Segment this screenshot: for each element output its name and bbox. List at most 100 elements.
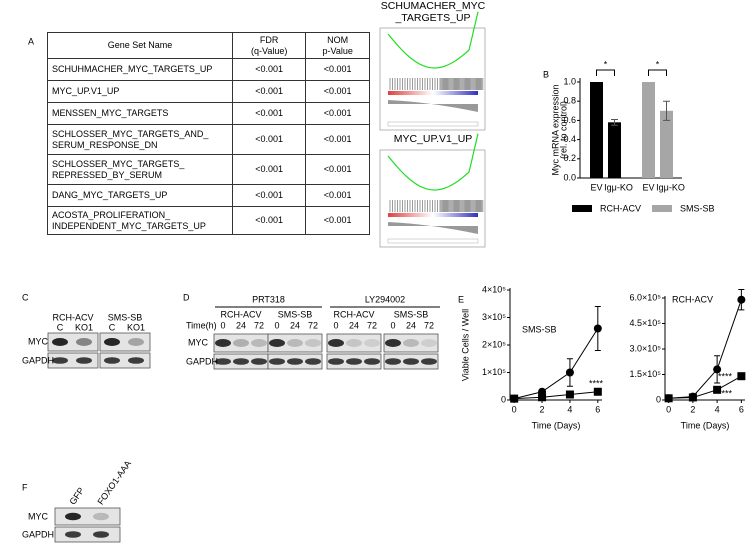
table-cell: DANG_MYC_TARGETS_UP [47, 184, 233, 207]
point [737, 372, 746, 381]
point [688, 393, 697, 402]
point [664, 394, 673, 403]
band [76, 357, 92, 364]
table-row: SCHLOSSER_MYC_TARGETS_AND_ SERUM_RESPONS… [47, 124, 370, 155]
band [65, 512, 81, 521]
gsea-title: MYC_UP.V1_UP [393, 133, 473, 145]
point [737, 295, 746, 304]
band [421, 339, 437, 347]
band [76, 338, 92, 346]
table-cell: SCHUHMACHER_MYC_TARGETS_UP [47, 58, 233, 81]
lane-label: 24 [349, 320, 359, 330]
table-cell: <0.001 [305, 206, 370, 235]
lane-label: 24 [236, 320, 246, 330]
y-tick-label: 0.2 [563, 153, 576, 163]
lane-label: 0 [274, 320, 279, 330]
x-tick-label: EV [590, 182, 602, 192]
y-axis-label: Myc mRNA expression [550, 84, 560, 175]
band [128, 357, 144, 364]
blot-frame [99, 352, 151, 369]
y-tick-label: 1.5×10⁵ [629, 369, 661, 379]
bar [608, 122, 621, 178]
x-tick-label: 6 [739, 404, 744, 414]
annotation: **** [718, 371, 733, 381]
bar [590, 82, 603, 178]
row-label: GAPDH [186, 356, 218, 366]
x-tick-label: Igμ-KO [656, 182, 685, 192]
bar [660, 110, 673, 178]
y-tick-label: 0.0 [563, 172, 576, 182]
group-label: RCH-ACV [333, 309, 374, 319]
series-line [514, 391, 598, 400]
series-line [668, 375, 742, 399]
group-label: SMS-SB [108, 312, 143, 322]
band [251, 358, 267, 365]
lane-label: FOXO1-AAA [95, 459, 133, 507]
x-axis-label: Time (Days) [532, 420, 581, 430]
panel-label: D [183, 292, 190, 302]
table-cell: <0.001 [231, 80, 307, 103]
legend-strip [387, 121, 479, 127]
table-header-row: Gene Set Name FDR (q-Value) NOM p-Value [47, 32, 370, 59]
y-tick-label: 0 [656, 394, 661, 404]
series-line [668, 299, 742, 399]
blot-frame [54, 526, 121, 543]
table-cell: <0.001 [231, 102, 307, 125]
lane-label: C [109, 322, 116, 332]
table-cell: <0.001 [231, 58, 307, 81]
y-tick-label: 0 [501, 394, 506, 404]
band [215, 358, 231, 365]
x-tick-label: 0 [666, 404, 671, 414]
y-tick-label: 3.0×10⁵ [629, 343, 661, 353]
legend-label: RCH-ACV [600, 203, 641, 213]
band [328, 339, 344, 347]
point [565, 390, 574, 399]
band [233, 358, 249, 365]
band [269, 358, 285, 365]
table-row: ACOSTA_PROLIFERATION_ INDEPENDENT_MYC_TA… [47, 206, 370, 235]
lane-label: C [57, 322, 64, 332]
significance-label: * [604, 59, 608, 69]
band [104, 357, 120, 364]
table-cell: MYC_UP.V1_UP [47, 80, 233, 103]
group-label: SMS-SB [278, 309, 313, 319]
treatment-label: LY294002 [365, 294, 405, 304]
lane-label: 72 [254, 320, 264, 330]
x-tick-label: Igμ-KO [604, 182, 633, 192]
table-cell: SCHLOSSER_MYC_TARGETS_ REPRESSED_BY_SERU… [47, 154, 233, 185]
table-cell: <0.001 [305, 154, 370, 185]
chart-title: RCH-ACV [672, 294, 713, 304]
y-tick-label: 4.5×10⁵ [629, 318, 661, 328]
y-tick-label: 0.6 [563, 115, 576, 125]
table-cell: <0.001 [305, 80, 370, 103]
band [65, 531, 81, 538]
enrichment-curve [387, 133, 479, 191]
band [52, 357, 68, 364]
band [215, 339, 231, 347]
panel-label: A [28, 36, 34, 46]
blot-frame [267, 333, 323, 353]
chart-title: SMS-SB [522, 324, 557, 334]
y-tick-label: 0.4 [563, 134, 576, 144]
band [305, 339, 321, 347]
band [403, 358, 419, 365]
error-bar [611, 118, 618, 126]
blot-frame [47, 352, 99, 369]
x-tick-label: 2 [690, 404, 695, 414]
panel-label: E [458, 294, 464, 304]
bar [642, 82, 655, 178]
x-tick-label: 2 [540, 404, 545, 414]
table-cell: MENSSEN_MYC_TARGETS [47, 102, 233, 125]
lane-label: 0 [390, 320, 395, 330]
y-tick-label: 4×10⁵ [482, 284, 506, 294]
x-tick-label: 6 [595, 404, 600, 414]
y-tick-label: 1×10⁵ [482, 367, 506, 377]
lane-label: 0 [333, 320, 338, 330]
lane-label: 24 [406, 320, 416, 330]
table-cell: <0.001 [231, 206, 307, 235]
band [93, 531, 109, 538]
band [305, 358, 321, 365]
band [128, 338, 144, 346]
group-label: RCH-ACV [220, 309, 261, 319]
lane-label: 72 [424, 320, 434, 330]
